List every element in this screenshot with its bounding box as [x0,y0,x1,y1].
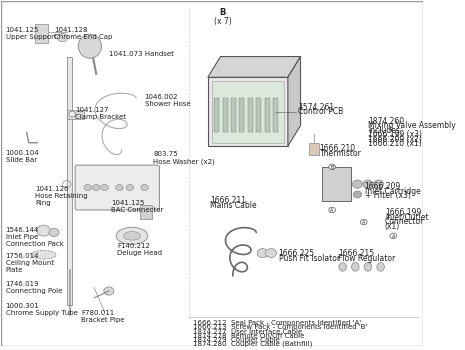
Text: 1041.126
Hose Retaining
Ring: 1041.126 Hose Retaining Ring [35,186,88,206]
Text: 1666.210: 1666.210 [319,144,356,153]
Polygon shape [208,57,300,77]
Circle shape [104,287,114,295]
Text: + Filter (x3): + Filter (x3) [365,191,411,200]
Circle shape [360,219,367,225]
Text: 1041.127
Clamp Bracket: 1041.127 Clamp Bracket [75,106,126,120]
Text: 803.75
Hose Washer (x2): 803.75 Hose Washer (x2) [153,151,215,165]
Text: (x1): (x1) [385,222,400,231]
Text: 1666.215: 1666.215 [339,249,375,258]
Text: 1666.211: 1666.211 [210,196,246,205]
Ellipse shape [339,262,346,271]
Ellipse shape [78,34,101,58]
Bar [35,24,48,43]
Bar [322,167,351,201]
Polygon shape [288,57,300,146]
Text: A: A [331,208,334,213]
Bar [248,98,253,132]
Circle shape [93,184,100,191]
Text: 1666.213  Screw Pack - Components Identified 'B': 1666.213 Screw Pack - Components Identif… [193,324,367,330]
Text: 1000.301
Chrome Supply Tube: 1000.301 Chrome Supply Tube [6,303,78,316]
Text: 1746.019
Connecting Pole: 1746.019 Connecting Pole [6,281,62,294]
Text: Inlet/Outlet: Inlet/Outlet [385,212,428,222]
Text: 1000.104
Slide Bar: 1000.104 Slide Bar [6,150,39,163]
Text: (x 7): (x 7) [214,17,232,26]
Bar [239,98,245,132]
Bar [66,57,72,305]
Circle shape [329,164,335,170]
Text: 1874.260: 1874.260 [368,117,404,126]
Text: Inlet Cartridge: Inlet Cartridge [365,187,420,196]
Ellipse shape [377,262,385,271]
Bar [231,98,236,132]
Text: 1574.261: 1574.261 [299,103,334,112]
Text: B: B [219,8,226,17]
Bar [309,143,319,155]
Circle shape [266,248,277,258]
Text: 1666.212  Seal Pack - Components Identified 'A': 1666.212 Seal Pack - Components Identifi… [193,320,361,326]
Text: 1666.199: 1666.199 [385,208,421,217]
Text: 1874.279  Coupler Cable: 1874.279 Coupler Cable [193,337,280,343]
Bar [208,77,288,146]
FancyBboxPatch shape [75,165,159,210]
Text: 1666.209: 1666.209 [365,182,401,191]
Text: 1041.073 Handset: 1041.073 Handset [109,51,174,57]
Text: 1666.225: 1666.225 [279,249,315,258]
Text: F780.011
Bracket Pipe: F780.011 Bracket Pipe [81,310,125,323]
Text: A: A [362,220,365,225]
Bar [223,98,228,132]
Circle shape [329,207,335,213]
Bar [214,98,219,132]
Text: Includes:: Includes: [368,126,402,135]
Text: Control PCB: Control PCB [299,107,344,117]
Text: 1874.277  User Interface Cable: 1874.277 User Interface Cable [193,329,302,335]
Text: 1041.125
Upper Support: 1041.125 Upper Support [6,27,56,40]
Text: 1666.209 (x2): 1666.209 (x2) [368,135,422,144]
Circle shape [373,180,384,188]
Text: 1041.125
BAC Connector: 1041.125 BAC Connector [111,199,163,213]
Bar [265,98,270,132]
Ellipse shape [116,227,148,244]
Ellipse shape [364,262,372,271]
Text: Mixing Valve Assembly: Mixing Valve Assembly [368,121,456,130]
Text: 1041.128
Chrome End Cap: 1041.128 Chrome End Cap [54,27,113,40]
Text: 1874.280  Coupler Cable (Bathfill): 1874.280 Coupler Cable (Bathfill) [193,341,312,348]
Circle shape [84,184,92,191]
Circle shape [363,180,373,188]
Circle shape [126,184,133,191]
Text: 1756.014
Ceiling Mount
Plate: 1756.014 Ceiling Mount Plate [6,253,54,273]
Text: 1666.210 (x1): 1666.210 (x1) [368,139,422,148]
Bar [66,110,84,119]
Bar [273,98,278,132]
Circle shape [69,111,75,117]
Text: Push Fit Isolator: Push Fit Isolator [279,254,340,262]
Circle shape [257,248,268,258]
Ellipse shape [352,262,359,271]
Text: 1874.278  Remote On/Off Cable: 1874.278 Remote On/Off Cable [193,333,305,339]
Circle shape [141,184,148,191]
Circle shape [352,180,362,188]
Bar [140,205,152,219]
Text: F140.212
Deluge Head: F140.212 Deluge Head [117,243,162,256]
Circle shape [49,228,59,237]
Text: Connector: Connector [385,217,424,226]
Text: 1666.199 (x3): 1666.199 (x3) [368,130,422,139]
Text: A: A [392,234,395,239]
Text: Thermistor: Thermistor [319,149,361,158]
Text: B: B [331,165,334,170]
Circle shape [390,233,397,239]
Circle shape [116,184,123,191]
Circle shape [353,191,362,198]
Text: Flow Regulator: Flow Regulator [339,254,396,262]
Circle shape [57,34,67,42]
Text: 1046.002
Shower Hose: 1046.002 Shower Hose [145,94,190,107]
Circle shape [101,184,108,191]
Text: Mains Cable: Mains Cable [210,201,257,210]
Bar [212,81,284,143]
Bar [256,98,261,132]
Text: 1546.144
Inlet Pipe
Connection Pack: 1546.144 Inlet Pipe Connection Pack [6,227,64,247]
Circle shape [37,225,50,236]
Ellipse shape [31,251,56,259]
Ellipse shape [124,231,140,240]
